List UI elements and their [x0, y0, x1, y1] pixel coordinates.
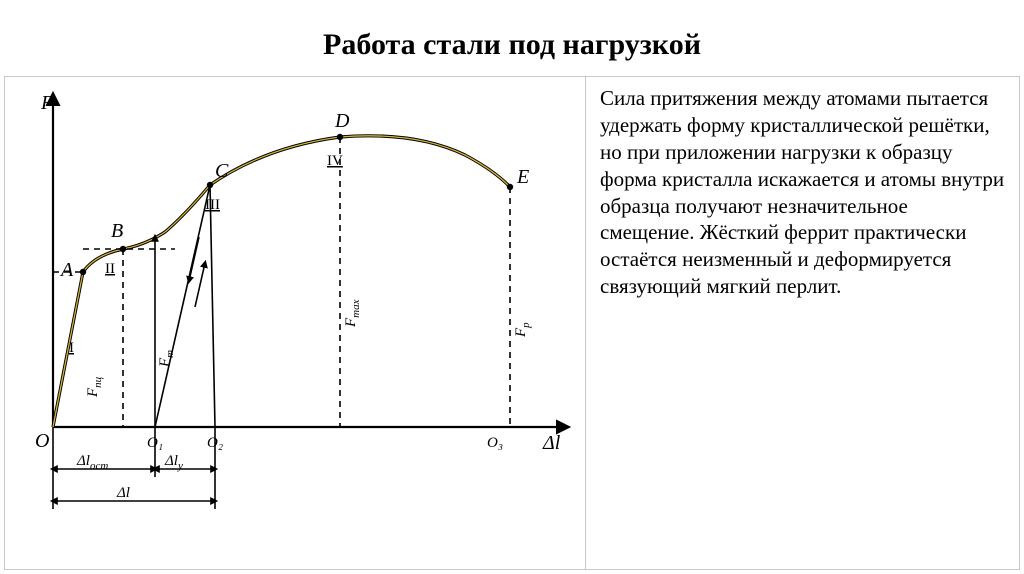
unload-c-o2 — [210, 185, 215, 427]
f-t-label: Fт — [157, 350, 176, 368]
unload-arrow-down — [189, 237, 199, 281]
f-p-label: Fр — [513, 322, 532, 338]
dl-label: Δl — [116, 485, 130, 501]
label-c: C — [215, 160, 229, 182]
stress-strain-svg: F Δl O A B C D E I — [5, 77, 585, 547]
page-title: Работа стали под нагрузкой — [0, 0, 1024, 76]
label-b: B — [111, 220, 123, 242]
x-axis-label: Δl — [542, 432, 561, 454]
region-1: I — [69, 340, 74, 356]
unload-c-o1 — [155, 185, 210, 427]
label-d: D — [334, 110, 350, 132]
f-max-label: Fmax — [343, 299, 362, 328]
tick-o3: O₃ — [487, 435, 503, 451]
label-a: A — [59, 259, 74, 281]
origin-label: O — [35, 430, 49, 452]
stress-strain-curve-highlight — [53, 136, 510, 427]
region-2: II — [105, 261, 115, 277]
text-panel: Сила притяжения между атомами пытается у… — [586, 77, 1019, 569]
label-e: E — [516, 166, 529, 188]
f-pc-label: Fпц — [85, 376, 104, 398]
unload-arrow-up — [195, 263, 205, 307]
y-axis-label: F — [40, 92, 54, 114]
description-text: Сила притяжения между атомами пытается у… — [600, 85, 1005, 300]
chart-panel: F Δl O A B C D E I — [5, 77, 586, 569]
page-root: Работа стали под нагрузкой F Δl O — [0, 0, 1024, 574]
content-row: F Δl O A B C D E I — [4, 76, 1020, 570]
stress-strain-curve — [53, 136, 510, 427]
